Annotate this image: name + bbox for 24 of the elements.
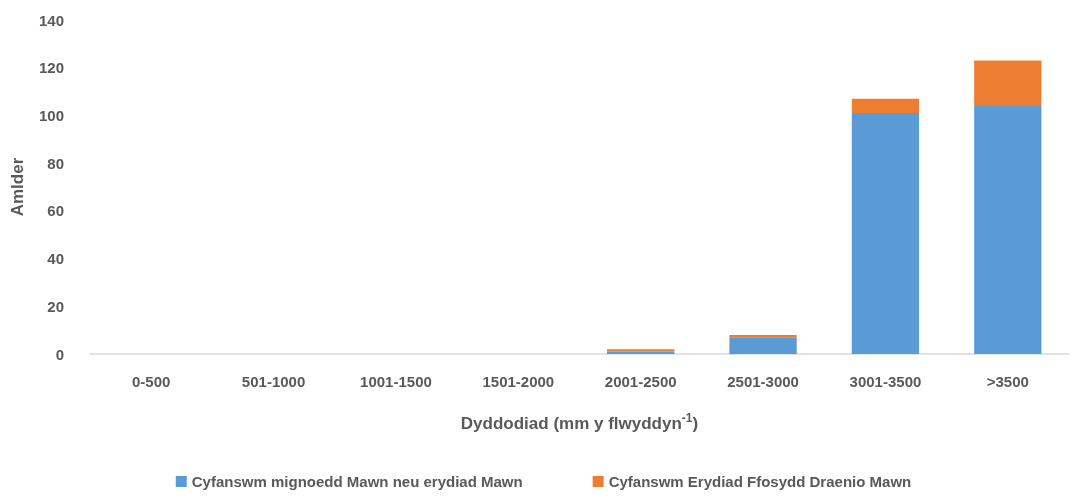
bar	[974, 105, 1042, 354]
y-tick-label: 80	[47, 154, 64, 172]
y-axis-title: Amlder	[8, 157, 27, 217]
x-tick-label: 1001-1500	[360, 373, 432, 390]
x-tick-label: 1501-2000	[482, 373, 555, 390]
y-tick-label: 40	[47, 250, 64, 268]
y-tick-label: 120	[38, 59, 64, 77]
x-tick-label: 501-1000	[241, 373, 306, 390]
bar	[729, 337, 797, 354]
x-tick-label: >3500	[986, 373, 1029, 390]
x-tick-label: 3001-3500	[849, 373, 922, 390]
x-tick-label: 2501-3000	[727, 373, 799, 390]
legend-label: Cyfanswm Erydiad Ffosydd Draenio Mawn	[608, 473, 912, 490]
y-tick-label: 140	[38, 11, 64, 29]
y-tick-label: 60	[47, 202, 64, 220]
x-tick-label: 0-500	[132, 373, 171, 390]
y-tick-label: 20	[47, 297, 64, 315]
y-tick-label: 0	[55, 345, 64, 363]
bar	[851, 98, 920, 114]
y-tick-label: 100	[38, 106, 64, 124]
x-tick-label: 2001-2500	[604, 373, 677, 390]
legend-label: Cyfanswm mignoedd Mawn neu erydiad Mawn	[191, 473, 523, 490]
bar	[974, 60, 1042, 106]
bar	[851, 113, 920, 354]
